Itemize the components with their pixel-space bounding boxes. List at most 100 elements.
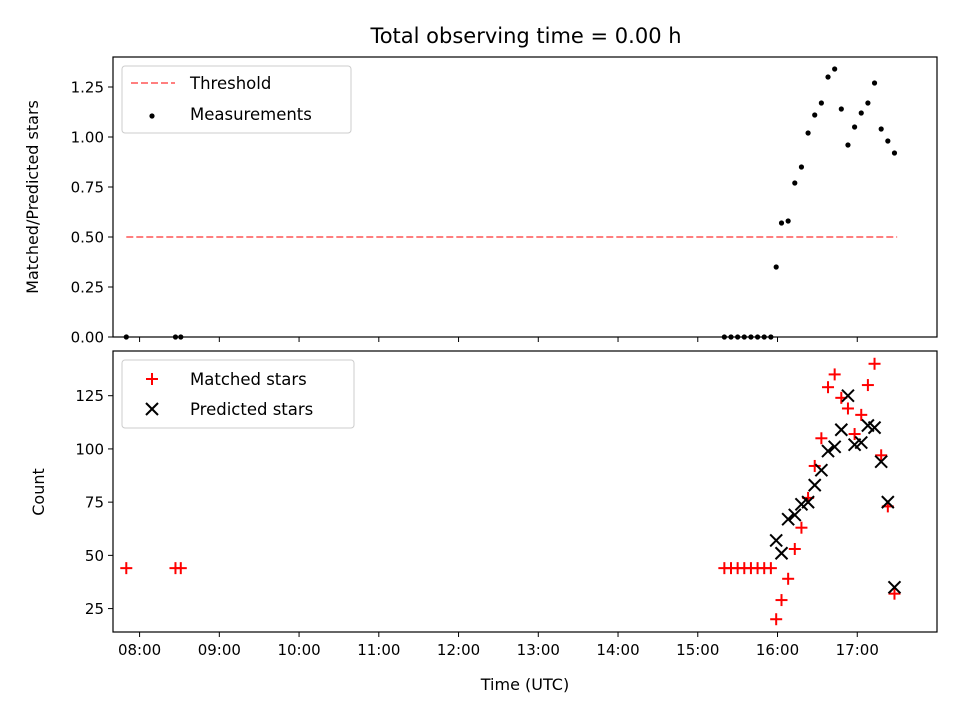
measurement-point — [878, 126, 884, 132]
matched-star-point — [855, 408, 868, 421]
matched-star-point — [764, 562, 777, 575]
matched-star-point — [808, 459, 821, 472]
bottom-x-tick-label: 16:00 — [756, 641, 799, 659]
predicted-star-point — [769, 533, 783, 548]
measurement-point — [812, 112, 818, 118]
matched-star-point — [868, 357, 881, 370]
measurement-point — [845, 142, 851, 148]
matched-star-point — [782, 572, 795, 585]
measurement-point — [891, 150, 898, 156]
matched-star-point — [888, 587, 901, 600]
top-y-tick-label: 1.25 — [71, 79, 104, 97]
bottom-y-tick-label: 100 — [75, 440, 104, 458]
measurement-point — [778, 220, 785, 226]
measurement-point — [852, 124, 858, 130]
top-y-axis-label: Matched/Predicted stars — [23, 100, 42, 294]
legend-threshold-label: Threshold — [189, 74, 271, 93]
bottom-x-tick-label: 15:00 — [676, 641, 719, 659]
matched-star-point — [822, 381, 835, 394]
bottom-x-tick-label: 10:00 — [277, 641, 320, 659]
predicted-star-point — [774, 546, 789, 560]
matched-star-point — [841, 402, 854, 415]
bottom-x-tick-label: 11:00 — [357, 641, 400, 659]
predicted-star-point — [841, 388, 855, 403]
legend-predicted-swatch — [145, 402, 159, 416]
top-y-ticks: 0.00 0.25 0.50 0.75 1.00 1.25 — [71, 79, 113, 347]
measurement-point — [832, 66, 838, 72]
predicted-star-point — [814, 463, 829, 477]
bottom-y-ticks: 25 50 75 100 125 — [75, 387, 113, 618]
top-y-tick-label: 0.75 — [71, 179, 104, 197]
measurement-point — [792, 180, 798, 186]
predicted-star-point — [788, 508, 802, 522]
measurement-point — [818, 100, 824, 106]
legend-predicted-label: Predicted stars — [190, 400, 313, 419]
predicted-star-point — [827, 440, 842, 454]
matched-star-point — [861, 379, 874, 392]
matched-star-point — [828, 368, 841, 381]
matched-star-point — [174, 562, 187, 575]
measurement-point — [885, 138, 891, 144]
legend-measurements-label: Measurements — [190, 105, 312, 124]
measurement-point — [785, 218, 791, 224]
top-legend-box — [121, 65, 352, 134]
bottom-x-tick-label: 08:00 — [118, 641, 161, 659]
measurement-point — [871, 80, 878, 86]
predicted-star-point — [801, 495, 815, 509]
x-axis-label: Time (UTC) — [480, 675, 569, 694]
matched-star-point — [815, 432, 828, 445]
bottom-y-tick-label: 50 — [85, 547, 104, 565]
matched-star-point — [875, 449, 888, 462]
top-y-tick-label: 1.00 — [71, 129, 104, 147]
measurement-point — [825, 74, 831, 80]
bottom-x-tick-label: 17:00 — [836, 641, 879, 659]
bottom-x-tick-label: 09:00 — [198, 641, 241, 659]
predicted-star-point — [887, 580, 902, 595]
legend-matched-swatch — [146, 373, 158, 385]
matched-star-point — [795, 521, 808, 534]
matched-star-point — [788, 542, 801, 555]
bottom-y-tick-label: 25 — [85, 600, 104, 618]
top-y-tick-label: 0.25 — [71, 279, 104, 297]
legend-matched-label: Matched stars — [190, 370, 307, 389]
top-y-tick-label: 0.00 — [71, 329, 104, 347]
matched-star-point — [770, 613, 783, 626]
bottom-x-tick-label: 14:00 — [596, 641, 639, 659]
bottom-y-tick-label: 125 — [75, 387, 104, 405]
predicted-star-point — [874, 454, 888, 469]
chart-title: Total observing time = 0.00 h — [369, 24, 681, 48]
bottom-panel: 25 50 75 100 125 08:00 09:00 10:00 11:00 12:00 13… — [29, 350, 938, 694]
predicted-star-point — [808, 478, 822, 492]
measurement-point — [865, 100, 871, 106]
predicted-star-point — [834, 423, 849, 437]
measurement-point — [805, 130, 811, 136]
bottom-y-axis-label: Count — [29, 468, 48, 516]
matched-star-point — [775, 594, 788, 607]
legend-measurements-swatch — [149, 113, 155, 119]
top-x-ticks — [139, 337, 858, 342]
top-legend: Threshold Measurements — [121, 65, 352, 134]
predicted-star-point — [821, 444, 835, 458]
top-panel: 0.00 0.25 0.50 0.75 1.00 1.25 Matched/Predict… — [23, 56, 938, 347]
top-y-tick-label: 0.50 — [71, 229, 104, 247]
predicted-star-point — [854, 435, 868, 450]
matched-star-point — [120, 562, 133, 575]
bottom-axes-frame — [112, 350, 938, 633]
predicted-star-point — [867, 420, 882, 435]
top-axes-frame — [112, 56, 938, 338]
matched-star-point — [848, 428, 861, 441]
bottom-y-tick-label: 75 — [85, 494, 104, 512]
measurement-point — [858, 110, 864, 116]
predicted-star-point — [881, 495, 895, 509]
bottom-x-tick-label: 12:00 — [437, 641, 480, 659]
bottom-legend: Matched stars Predicted stars — [121, 359, 355, 429]
bottom-legend-box — [121, 359, 355, 429]
measurement-point — [838, 106, 844, 112]
predicted-star-point — [781, 512, 795, 526]
bottom-plot-area — [120, 357, 902, 626]
bottom-x-ticks: 08:00 09:00 10:00 11:00 12:00 13:00 14:00 15:00… — [118, 632, 879, 659]
bottom-x-tick-label: 13:00 — [517, 641, 560, 659]
measurement-point — [798, 164, 805, 170]
measurement-point — [773, 264, 779, 270]
